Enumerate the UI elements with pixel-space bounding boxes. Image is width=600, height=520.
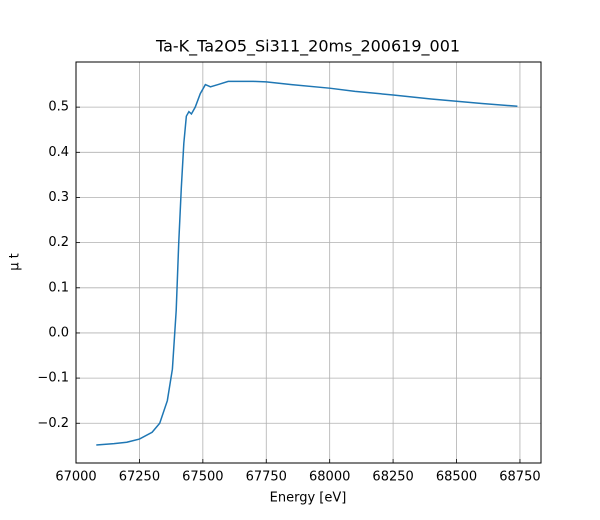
y-tick-label: −0.1 [37,371,69,386]
x-tick-label: 67250 [119,470,160,485]
y-tick-label: 0.5 [48,100,69,115]
x-tick-label: 67750 [246,470,287,485]
data-line [96,80,518,446]
y-tick-label: 0.3 [48,190,69,205]
x-tick-label: 68500 [436,470,477,485]
x-tick-label: 67500 [182,470,223,485]
x-axis-label: Energy [eV] [270,491,347,506]
y-tick-label: 0.4 [48,145,69,160]
x-tick-label: 67000 [55,470,96,485]
x-tick-label: 68250 [372,470,413,485]
plot-frame [75,61,542,464]
x-tick-label: 68000 [309,470,350,485]
y-tick-label: 0.0 [48,325,69,340]
y-axis-label: μ t [8,253,23,271]
y-tick-label: −0.2 [37,416,69,431]
x-tick-label: 68750 [499,470,540,485]
y-tick-label: 0.2 [48,235,69,250]
y-tick-label: 0.1 [48,280,69,295]
chart-title: Ta-K_Ta2O5_Si311_20ms_200619_001 [155,37,460,57]
